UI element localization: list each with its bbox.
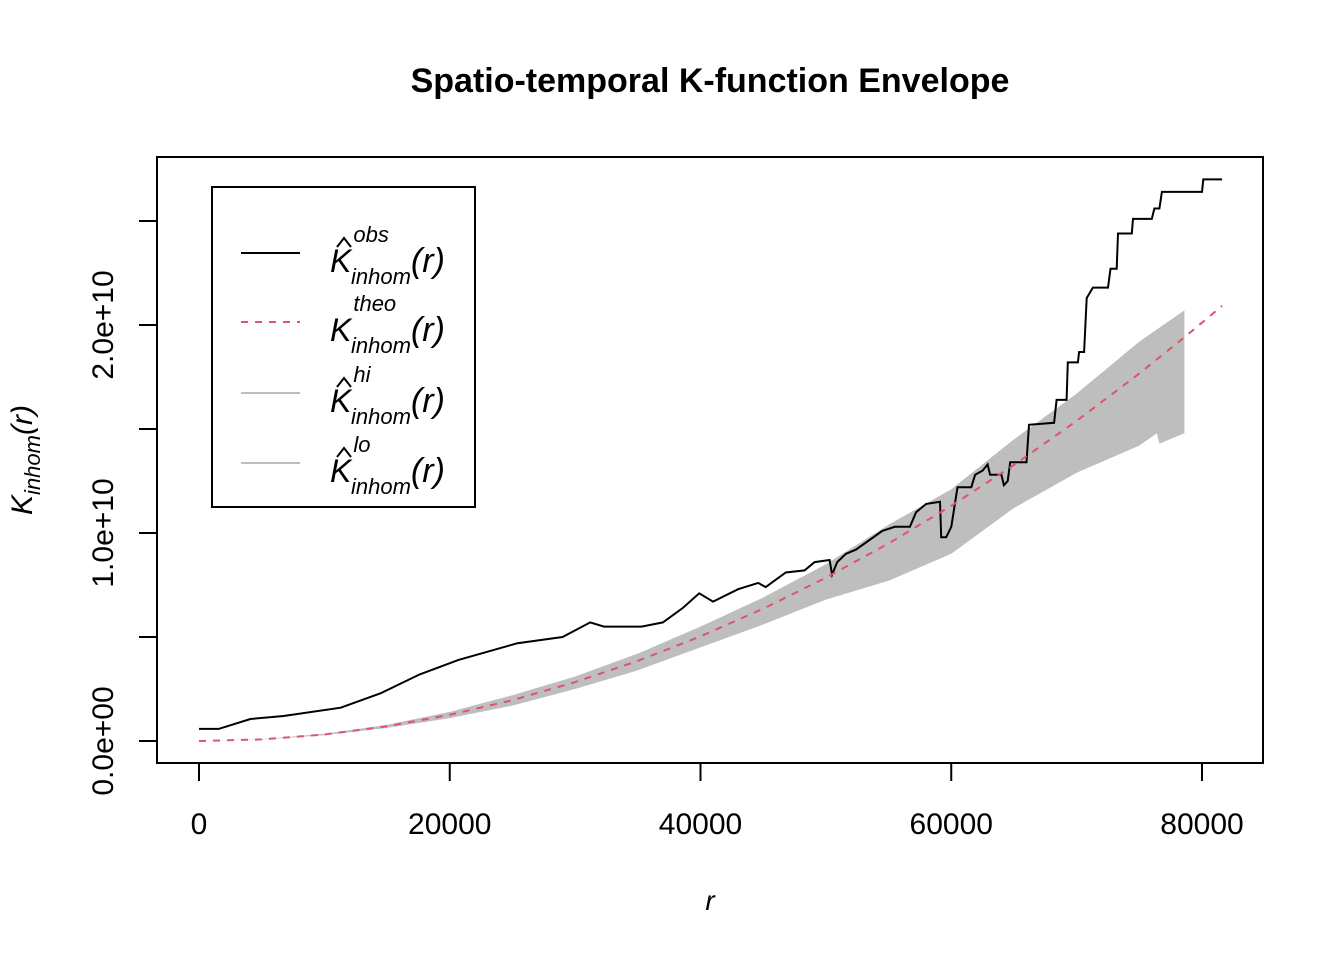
legend-label: Kobs inhom(r): [330, 222, 445, 289]
legend-symbol: K: [330, 243, 353, 279]
x-tick-label: 40000: [659, 808, 742, 841]
legend-symbol: K: [330, 453, 353, 489]
x-tick-label: 20000: [408, 808, 491, 841]
legend: Kobs inhom(r)Ktheo inhom(r)Khi inhom(r)Klo i…: [211, 186, 476, 508]
x-tick-label: 80000: [1160, 808, 1243, 841]
legend-label: Khi inhom(r): [330, 362, 445, 429]
legend-entry-lo: Klo inhom(r): [241, 432, 445, 499]
y-tick-label: 1.0e+10: [87, 478, 120, 587]
legend-subscript: inhom: [351, 264, 411, 289]
x-axis-label: r: [705, 885, 716, 916]
legend-symbol: K: [330, 312, 353, 348]
y-tick-label: 2.0e+10: [87, 270, 120, 379]
legend-tail: (r): [411, 452, 445, 490]
svg-text:Kinhom(r): Kinhom(r): [6, 405, 45, 515]
legend-tail: (r): [411, 382, 445, 420]
legend-entry-obs: Kobs inhom(r): [241, 222, 445, 289]
y-label-subscript: inhom: [20, 435, 45, 495]
legend-entry-hi: Khi inhom(r): [241, 362, 445, 429]
obs-line: [199, 178, 1223, 730]
envelope-band: [199, 310, 1185, 741]
legend-box: [211, 186, 476, 508]
legend-tail: (r): [411, 242, 445, 280]
legend-superscript: theo: [353, 291, 396, 316]
legend-superscript: obs: [353, 222, 388, 247]
y-label-tail: (r): [6, 405, 39, 435]
theo-line: [198, 305, 1223, 742]
x-tick-label: 0: [191, 808, 208, 841]
legend-label: Klo inhom(r): [330, 432, 445, 499]
legend-subscript: inhom: [351, 333, 411, 358]
x-tick-label: 60000: [910, 808, 993, 841]
y-tick-label: 0.0e+00: [87, 686, 120, 795]
legend-subscript: inhom: [351, 404, 411, 429]
legend-symbol: K: [330, 383, 353, 419]
legend-tail: (r): [411, 311, 445, 349]
hat-icon: [336, 376, 352, 388]
legend-superscript: lo: [353, 432, 370, 457]
legend-superscript: hi: [353, 362, 371, 387]
hat-icon: [336, 236, 352, 248]
y-label-symbol: K: [6, 493, 39, 515]
legend-entry-theo: Ktheo inhom(r): [241, 291, 445, 358]
legend-subscript: inhom: [351, 474, 411, 499]
chart-title: Spatio-temporal K-function Envelope: [411, 62, 1010, 100]
y-axis-label: Kinhom(r): [6, 405, 45, 515]
legend-label: Ktheo inhom(r): [330, 291, 445, 358]
hat-icon: [336, 446, 352, 458]
